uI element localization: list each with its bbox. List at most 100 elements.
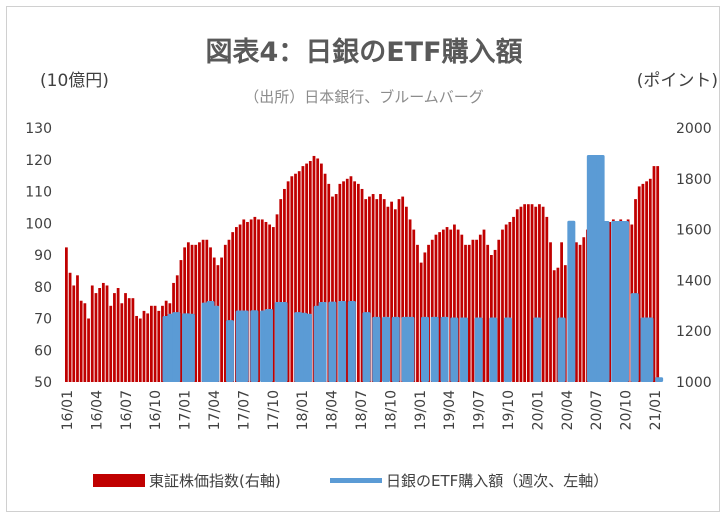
x-axis-tick: 16/04: [89, 390, 105, 430]
etf-purchase-bar: [303, 313, 312, 382]
topix-bar: [249, 219, 253, 382]
topix-bar: [127, 298, 131, 382]
topix-bar: [575, 242, 578, 382]
topix-bar: [408, 219, 412, 382]
topix-bar: [109, 305, 113, 382]
topix-bar: [375, 199, 379, 382]
topix-bar: [541, 206, 545, 382]
right-axis-tick: 2000: [676, 121, 712, 137]
topix-bar: [146, 313, 150, 382]
topix-bar: [478, 234, 482, 382]
etf-purchase-bar: [421, 316, 430, 382]
topix-bar: [186, 242, 190, 382]
topix-bar: [393, 209, 397, 382]
topix-bar: [397, 199, 401, 382]
topix-bar: [501, 229, 504, 382]
etf-purchase-bar: [567, 220, 576, 382]
topix-bar: [83, 303, 87, 382]
topix-bar: [430, 239, 434, 382]
topix-bar: [648, 178, 652, 382]
topix-bar: [456, 229, 460, 382]
topix-bar: [331, 196, 334, 382]
topix-bar: [323, 173, 327, 382]
topix-bar: [290, 176, 294, 382]
left-axis-tick: 50: [34, 375, 52, 391]
etf-purchase-bar: [630, 293, 639, 382]
legend: 東証株価指数(右軸) 日銀のETF購入額（週次、左軸）: [0, 470, 728, 494]
topix-bar: [264, 221, 268, 382]
x-axis-tick: 16/10: [148, 390, 164, 430]
x-axis-tick: 20/01: [530, 390, 546, 430]
topix-bar: [441, 229, 445, 382]
topix-bar: [460, 234, 464, 382]
etf-purchase-bar: [264, 308, 273, 382]
topix-bar: [405, 206, 408, 382]
topix-bar: [427, 244, 430, 382]
x-axis-tick: 16/07: [119, 390, 135, 430]
etf-purchase-bar: [440, 316, 449, 382]
topix-bar: [656, 166, 660, 382]
topix-bar: [515, 209, 519, 382]
topix-bar: [190, 244, 194, 382]
legend-item-etf: 日銀のETF購入額（週次、左軸）: [330, 470, 608, 491]
topix-bar: [68, 272, 72, 382]
topix-bar: [238, 224, 242, 382]
left-axis-tick: 110: [25, 185, 52, 201]
topix-bar: [320, 163, 323, 382]
etf-purchase-bar: [372, 316, 381, 382]
topix-bar: [279, 199, 283, 382]
topix-bar: [382, 199, 386, 382]
left-axis-tick: 70: [34, 312, 52, 328]
topix-bar: [512, 216, 515, 382]
topix-bar: [153, 305, 157, 382]
topix-bar: [223, 244, 227, 382]
right-axis-tick: 1200: [676, 324, 712, 340]
etf-purchase-bar: [557, 317, 566, 382]
topix-bar: [634, 199, 637, 382]
topix-bar: [534, 206, 538, 382]
etf-purchase-bar: [328, 301, 337, 382]
topix-bar: [76, 275, 79, 382]
topix-bar: [198, 242, 201, 382]
topix-bar: [519, 206, 523, 382]
topix-bar: [257, 219, 260, 382]
etf-purchase-bar: [362, 312, 371, 382]
topix-bar: [467, 244, 471, 382]
topix-bar: [386, 206, 390, 382]
x-axis-tick: 20/10: [619, 390, 635, 430]
topix-bar: [508, 221, 512, 382]
x-axis-tick: 18/01: [295, 390, 311, 430]
topix-bar: [645, 181, 648, 382]
topix-bar: [504, 224, 508, 382]
topix-bar: [135, 315, 138, 382]
x-axis-tick: 20/07: [589, 390, 605, 430]
topix-bar: [305, 163, 308, 382]
etf-purchase-bar: [338, 301, 347, 382]
etf-purchase-bar: [186, 313, 195, 382]
topix-bar: [246, 221, 249, 382]
etf-purchase-bar: [489, 317, 498, 382]
topix-bar: [652, 166, 656, 382]
topix-bar: [578, 244, 582, 382]
topix-bar: [641, 183, 645, 382]
topix-bar: [271, 227, 275, 382]
etf-purchase-bar: [533, 317, 542, 382]
topix-bar: [235, 227, 238, 382]
x-axis-tick: 16/01: [60, 390, 76, 430]
topix-bar: [360, 188, 364, 382]
x-axis-tick: 18/04: [325, 390, 341, 430]
topix-bar: [345, 178, 349, 382]
etf-purchase-bar: [391, 316, 400, 382]
topix-bar: [608, 221, 612, 382]
topix-bar: [445, 227, 449, 382]
legend-item-topix: 東証株価指数(右軸): [93, 470, 281, 491]
topix-bar: [120, 303, 124, 382]
right-axis-tick: 1400: [676, 273, 712, 289]
topix-bar: [327, 183, 331, 382]
topix-bar: [412, 229, 416, 382]
legend-label-etf: 日銀のETF購入額（週次、左軸）: [386, 472, 609, 490]
etf-purchase-bar: [318, 301, 327, 382]
topix-bar: [416, 244, 419, 382]
topix-bar: [449, 229, 453, 382]
